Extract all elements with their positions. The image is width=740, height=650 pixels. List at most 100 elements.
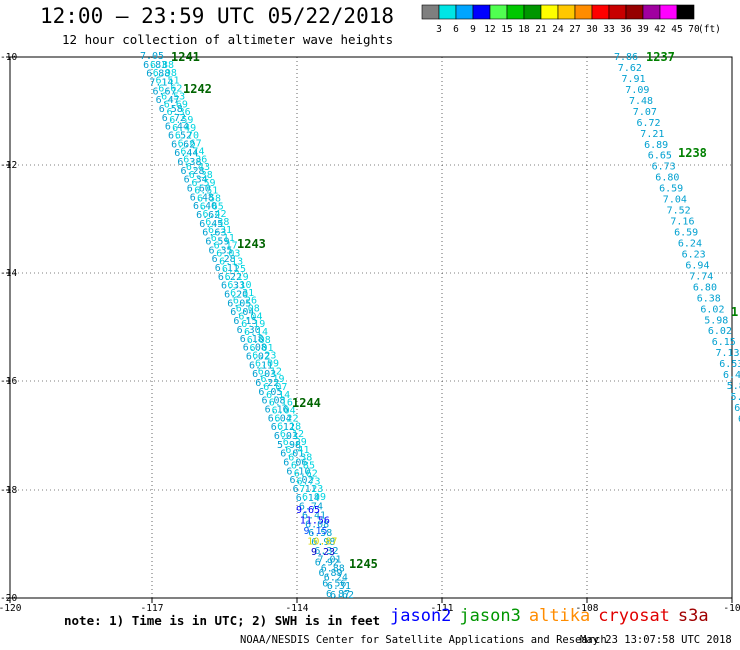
wave-height-value: 7.21 (640, 129, 664, 140)
pass-numbers: 1241 1242 1243 1244 1245 1237 1238 1 (171, 50, 738, 571)
wave-height-value: 6.08 (247, 335, 271, 346)
wave-height-value: 6.18 (240, 334, 264, 345)
wave-height-value: 6.31 (230, 288, 254, 299)
lat-label: -10 (0, 52, 17, 63)
wave-height-value: 6.38 (189, 170, 213, 181)
lon-label: -111 (431, 603, 454, 614)
satellite-legend-item: cryosat (598, 606, 670, 626)
wave-height-value: 5.7 (731, 392, 740, 403)
wave-height-value: 6.99 (302, 492, 326, 503)
wave-height-value: 6.47 (156, 95, 180, 106)
wave-height-value: 6.02 (708, 326, 732, 337)
wave-height-value: 6.04 (238, 311, 262, 322)
colorbar-swatch (489, 4, 508, 20)
wave-height-value: 6.18 (277, 421, 301, 432)
wave-height-value: 7.62 (618, 63, 642, 74)
wave-height-value: 6.14 (244, 327, 268, 338)
colorbar-tick-label: 6 (453, 24, 459, 35)
wave-height-value: 6.87 (326, 589, 350, 600)
wave-height-value: 6.59 (659, 184, 683, 195)
wave-height-value: 6.12 (258, 366, 282, 377)
wave-height-value: 6.16 (265, 404, 289, 415)
wave-height-value: 6.24 (324, 572, 348, 583)
wave-height-value: 6.62 (171, 139, 195, 150)
wave-height-value: 5.98 (704, 315, 728, 326)
wave-height-value: 5.89 (727, 381, 740, 392)
page-title: 12:00 – 23:59 UTC 05/22/2018 (40, 4, 395, 28)
wave-height-value: 6.62 (330, 590, 354, 601)
satellite-legend-item: jason3 (459, 606, 521, 626)
wave-height-value: 6.06 (283, 458, 307, 469)
pass-number: 1244 (292, 396, 321, 410)
colorbar-tick-label: 15 (501, 24, 512, 35)
lon-label: -120 (0, 603, 22, 614)
wave-height-value: 6.04 (272, 406, 296, 417)
wave-height-value: 6.59 (169, 115, 193, 126)
colorbar-swatch (591, 4, 610, 20)
wave-height-value: 6.88 (321, 564, 345, 575)
wave-height-value: 6.38 (288, 453, 312, 464)
wave-height-value: 7.16 (670, 217, 694, 228)
wave-height-value: 6.05 (227, 298, 251, 309)
wave-height-value: 6.13 (219, 256, 243, 267)
colorbar-tick-label: 70 (688, 24, 700, 35)
wave-height-value: 6.58 (308, 528, 332, 539)
color-legend: 3 6 9 12 15 18 21 24 27 30 33 36 39 42 45 70(ft) (421, 4, 721, 35)
colorbar-tick-label: 21 (535, 24, 547, 35)
wave-height-value: 6.30 (237, 325, 261, 336)
wave-height-value: 6.83 (143, 60, 167, 71)
wave-height-value: 6.80 (655, 173, 679, 184)
wave-height-value: 6.42 (203, 209, 227, 220)
wave-height-value: 6 (734, 403, 740, 414)
wave-height-value: 6.08 (305, 519, 329, 530)
wave-height-value: 7.23 (299, 484, 323, 495)
wave-height-value: 6.14 (296, 493, 320, 504)
wave-height-value: 6.03 (274, 431, 298, 442)
wave-height-value: 6.24 (678, 239, 702, 250)
wave-height-value: 6.89 (644, 140, 668, 151)
lon-label: -108 (576, 603, 599, 614)
wave-height-value: 9.23 (311, 547, 335, 558)
altimeter-tracks: 7.056.836.887.146.676.476.586.726.446.52… (140, 51, 740, 601)
wave-height-value: 7.01 (318, 555, 342, 566)
wave-height-value: 6.44 (174, 148, 198, 159)
wave-height-value: 6.02 (290, 475, 314, 486)
colorbar-swatch (438, 4, 457, 20)
wave-height-value: 6.48 (190, 192, 214, 203)
colorbar-tick-label: 18 (518, 24, 530, 35)
wave-height-value: 10.87 (307, 537, 337, 548)
wave-height-value: 6.23 (252, 351, 276, 362)
wave-height-value: 6.31 (327, 581, 351, 592)
wave-height-value: 6.70 (175, 131, 199, 142)
wave-height-value: 6.58 (197, 194, 221, 205)
wave-height-value: 6.11 (249, 360, 273, 371)
wave-height-value: 6.01 (250, 343, 274, 354)
wave-height-value: 6.74 (180, 146, 204, 157)
wave-height-value: 6.22 (274, 414, 298, 425)
wave-height-value: 6.44 (165, 122, 189, 133)
wave-height-value: 6.52 (168, 131, 192, 142)
wave-height-value: 6.42 (723, 370, 740, 381)
wave-height-value: 6.25 (222, 264, 246, 275)
wave-height-value: 6.11 (215, 263, 239, 274)
wave-height-value: 6.89 (319, 568, 343, 579)
wave-height-value: 6.01 (280, 449, 304, 460)
wave-height-value: 7.05 (140, 51, 164, 62)
colorbar-tick-label: 30 (586, 24, 598, 35)
satellite-legend: jason2 jason3 altika cryosat s3a (390, 606, 717, 626)
wave-height-value: 6.22 (218, 272, 242, 283)
credit-text: NOAA/NESDIS Center for Satellite Applica… (240, 634, 607, 646)
colorbar-swatch (455, 4, 474, 20)
colorbar-tick-label: 24 (552, 24, 564, 35)
wave-height-value: 6.41 (285, 445, 309, 456)
wave-height-value: 7.91 (622, 74, 646, 85)
wave-height-value: 6.88 (150, 60, 174, 71)
wave-height-value: 6.74 (299, 502, 323, 513)
colorbar-tick-label: 36 (620, 24, 632, 35)
lat-label: -12 (0, 160, 17, 171)
wave-height-value: 6.36 (167, 107, 191, 118)
colorbar-swatch (472, 4, 491, 20)
wave-height-value: 6.38 (205, 217, 229, 228)
wave-height-value: 6.08 (243, 343, 267, 354)
